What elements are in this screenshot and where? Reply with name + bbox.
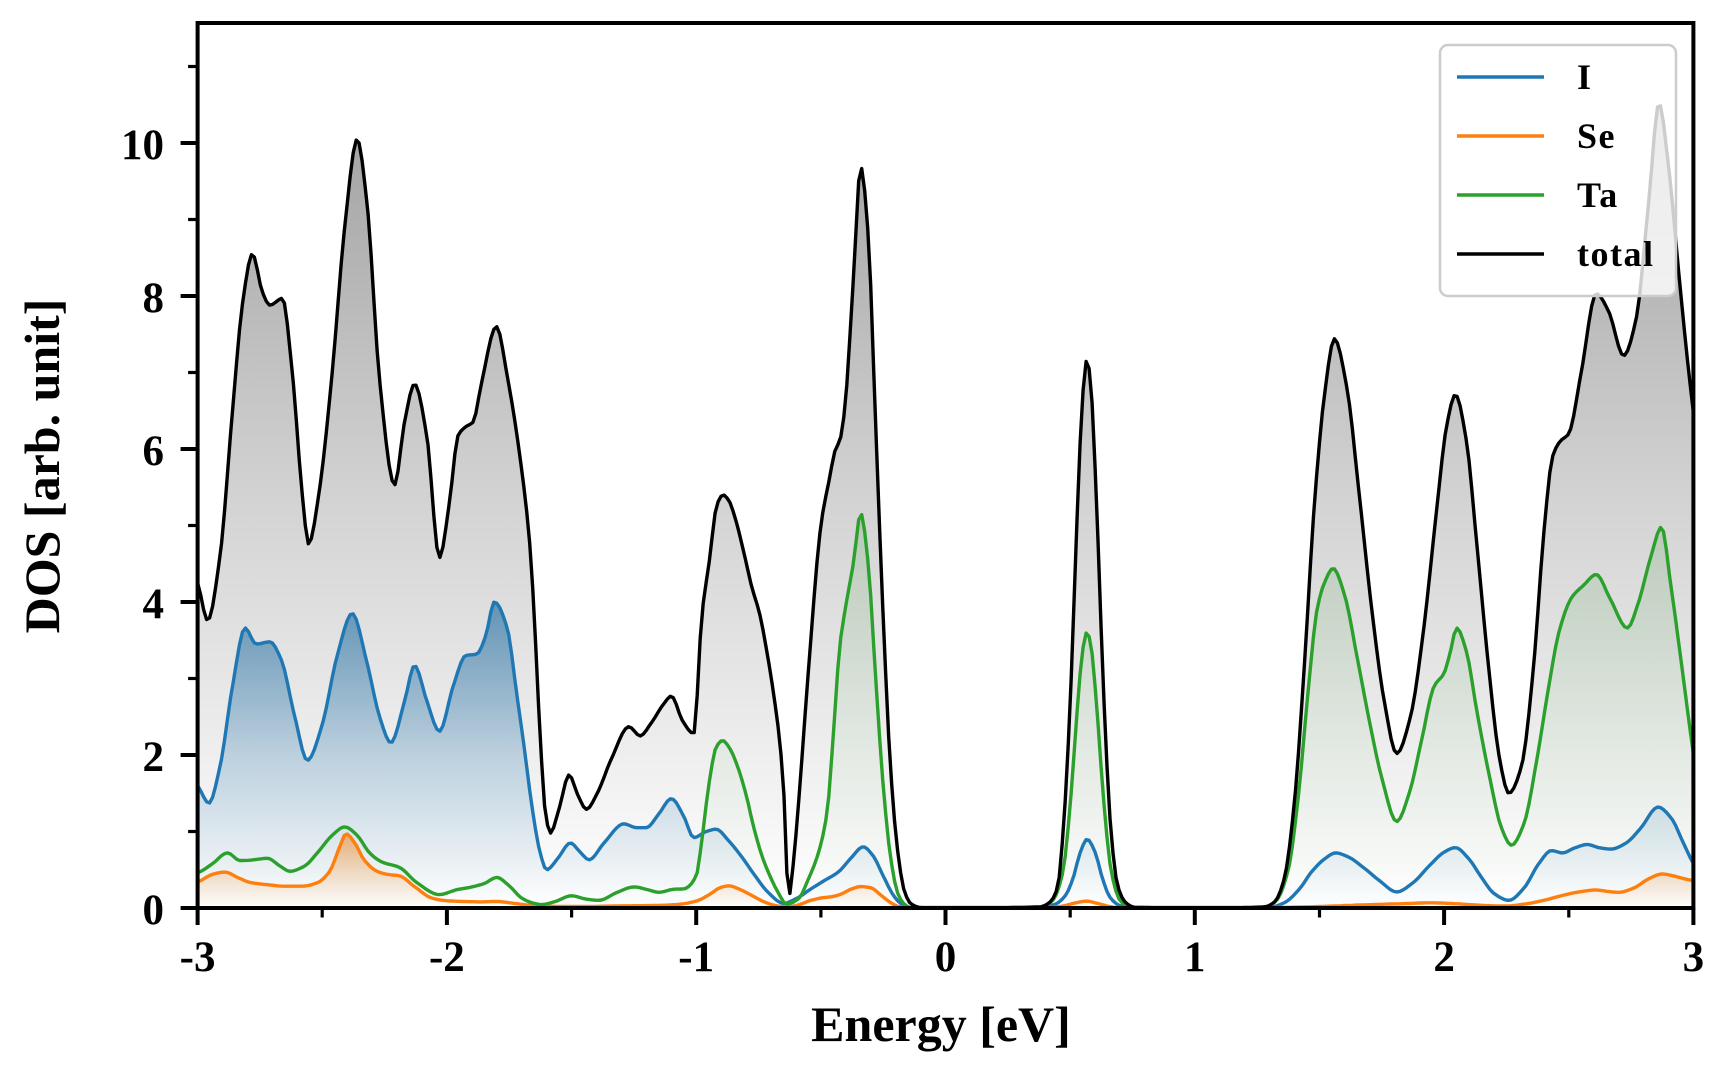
svg-text:Ta: Ta	[1577, 175, 1619, 215]
svg-text:3: 3	[1683, 934, 1705, 981]
svg-text:-3: -3	[180, 934, 216, 981]
svg-text:10: 10	[121, 122, 164, 169]
svg-text:6: 6	[143, 428, 165, 475]
svg-text:2: 2	[1433, 934, 1455, 981]
svg-text:0: 0	[143, 887, 165, 934]
svg-text:DOS [arb. unit]: DOS [arb. unit]	[14, 299, 70, 634]
svg-text:total: total	[1577, 234, 1654, 274]
svg-text:-1: -1	[678, 934, 714, 981]
svg-text:0: 0	[935, 934, 957, 981]
svg-text:I: I	[1577, 57, 1593, 97]
svg-text:4: 4	[143, 581, 165, 628]
svg-text:1: 1	[1184, 934, 1206, 981]
svg-text:8: 8	[143, 275, 165, 322]
svg-text:-2: -2	[429, 934, 465, 981]
svg-text:2: 2	[143, 734, 165, 781]
svg-text:Se: Se	[1577, 116, 1616, 156]
svg-text:Energy [eV]: Energy [eV]	[811, 996, 1071, 1052]
